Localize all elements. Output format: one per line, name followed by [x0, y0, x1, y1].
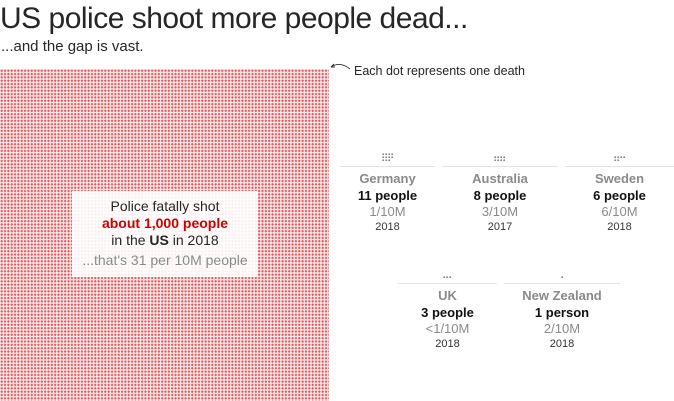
callout-text: in the: [111, 232, 150, 248]
country-year: 2018: [607, 221, 632, 233]
callout-text: in 2018: [168, 232, 219, 248]
death-dot: [381, 153, 384, 156]
country-people: 3 people: [421, 305, 474, 320]
callout-highlight: about 1,000 people: [101, 215, 229, 231]
divider: [340, 166, 435, 167]
divider: [442, 166, 558, 167]
country-people: 11 people: [357, 188, 418, 203]
death-dot: [384, 156, 387, 159]
us-callout: Police fatally shot about 1,000 people i…: [72, 191, 258, 277]
dot-marks: [381, 153, 393, 162]
callout-line3: in the US in 2018: [72, 232, 258, 249]
country-name: Sweden: [594, 171, 645, 186]
country-people: 6 people: [593, 188, 646, 203]
country-dots: [442, 152, 558, 162]
death-dot: [500, 156, 503, 159]
dot-marks: [560, 276, 563, 279]
death-dot: [616, 159, 619, 162]
country-card: Australia 8 people 3/10M 2017: [442, 152, 558, 233]
death-dot: [503, 159, 506, 162]
death-dot: [387, 156, 390, 159]
country-year: 2018: [549, 338, 575, 350]
death-dot: [443, 276, 446, 279]
death-dot: [619, 156, 622, 159]
country-card: Sweden 6 people 6/10M 2018: [565, 152, 674, 233]
country-year: 2018: [435, 338, 460, 350]
death-dot: [613, 159, 616, 162]
country-year: 2017: [487, 221, 513, 233]
death-dot: [494, 156, 497, 159]
dot-marks: [613, 156, 625, 162]
death-dot: [449, 276, 452, 279]
country-people: 8 people: [473, 188, 527, 203]
divider: [504, 283, 620, 284]
country-year: 2018: [375, 221, 400, 233]
country-dots: [398, 269, 497, 279]
country-card: Germany 11 people 1/10M 2018: [340, 152, 435, 233]
country-card: UK 3 people <1/10M 2018: [398, 269, 497, 350]
country-name: Australia: [472, 171, 528, 186]
page-title: US police shoot more people dead...: [0, 2, 468, 35]
divider: [398, 283, 497, 284]
callout-line1: Police fatally shot: [110, 198, 220, 214]
curved-arrow-icon: [330, 63, 351, 70]
country-rate: 2/10M: [543, 321, 581, 336]
country-rate: 6/10M: [601, 204, 638, 219]
death-dot: [390, 156, 393, 159]
dot-marks: [494, 156, 506, 162]
country-people: 1 person: [534, 305, 590, 320]
dot-marks: [443, 276, 452, 279]
death-dot: [446, 276, 449, 279]
country-rate: 1/10M: [369, 204, 406, 219]
country-name: Germany: [359, 171, 416, 186]
death-dot: [387, 159, 390, 162]
death-dot: [500, 159, 503, 162]
death-dot: [616, 156, 619, 159]
death-dot: [622, 156, 625, 159]
country-dots: [340, 152, 435, 162]
death-dot: [494, 159, 497, 162]
callout-rate: ...that's 31 per 10M people: [82, 252, 248, 268]
legend-note: Each dot represents one death: [354, 64, 525, 78]
country-dots: [504, 269, 620, 279]
country-card: New Zealand 1 person 2/10M 2018: [504, 269, 620, 350]
death-dot: [384, 153, 387, 156]
death-dot: [503, 156, 506, 159]
death-dot: [381, 159, 384, 162]
death-dot: [497, 159, 500, 162]
country-name: UK: [438, 288, 457, 303]
death-dot: [387, 153, 390, 156]
country-name: New Zealand: [522, 288, 602, 303]
death-dot: [384, 159, 387, 162]
country-rate: 3/10M: [481, 204, 519, 219]
callout-country: US: [149, 232, 169, 248]
country-dots: [565, 152, 674, 162]
death-dot: [390, 153, 393, 156]
divider: [565, 166, 674, 167]
country-rate: <1/10M: [425, 321, 470, 336]
subtitle: ...and the gap is vast.: [1, 38, 144, 55]
death-dot: [560, 276, 563, 279]
death-dot: [381, 156, 384, 159]
death-dot: [497, 156, 500, 159]
death-dot: [613, 156, 616, 159]
